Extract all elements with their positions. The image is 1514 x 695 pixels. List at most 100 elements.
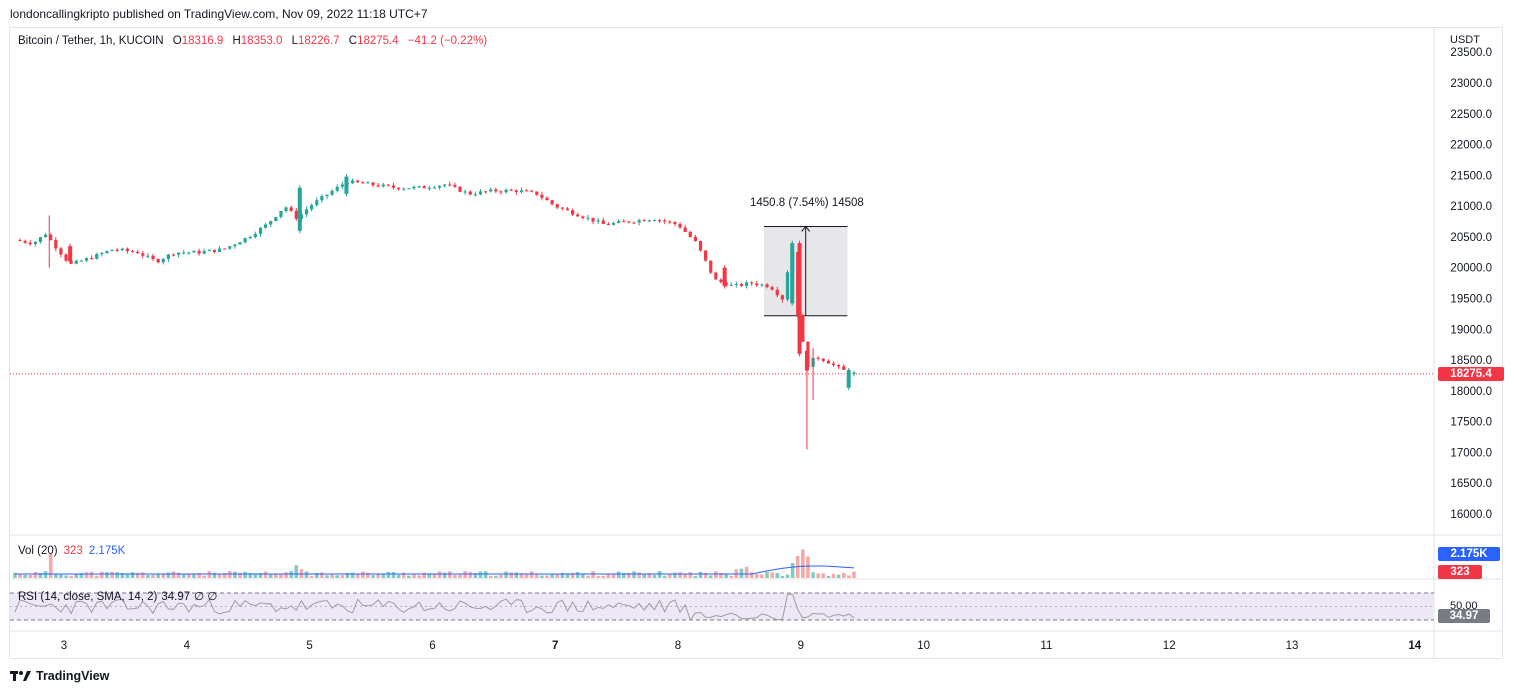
- candle-body: [565, 208, 570, 211]
- candle-body: [182, 252, 186, 254]
- candle-body: [760, 284, 764, 286]
- candle-body: [146, 255, 150, 257]
- volume-bar: [330, 574, 334, 578]
- volume-bar: [668, 574, 672, 578]
- x-tick-label: 8: [675, 640, 681, 652]
- candle-body: [223, 248, 227, 250]
- volume-ma-line: [14, 565, 855, 575]
- measure-label: 1450.8 (7.54%) 14508: [750, 197, 864, 209]
- volume-ma: 2.175K: [88, 545, 126, 557]
- volume-bar: [453, 575, 457, 578]
- rsi-label[interactable]: RSI (14, close, SMA, 14, 2): [18, 591, 158, 603]
- volume-bar: [309, 575, 314, 578]
- candle-body: [212, 249, 217, 252]
- candle-body: [484, 191, 488, 193]
- candle-body: [714, 272, 718, 280]
- volume-bar: [775, 573, 780, 578]
- volume-bar: [238, 572, 242, 578]
- candle-body: [402, 188, 406, 190]
- candle-body: [581, 216, 585, 219]
- candle-body: [514, 190, 518, 193]
- candle-body: [790, 243, 795, 304]
- candle-body: [448, 184, 452, 186]
- volume-bar: [780, 575, 785, 578]
- candle-body: [90, 258, 94, 260]
- candle-body: [371, 182, 375, 186]
- candle-body: [617, 221, 621, 223]
- tradingview-logo[interactable]: TradingView: [10, 669, 109, 683]
- candle-body: [657, 220, 662, 222]
- candle-body: [59, 248, 63, 255]
- volume-bar: [478, 571, 483, 578]
- symbol-name[interactable]: Bitcoin / Tether, 1h, KUCOIN: [18, 35, 164, 47]
- volume-label[interactable]: Vol (20): [18, 545, 58, 557]
- volume-bar: [243, 571, 247, 578]
- volume-bar: [84, 572, 89, 578]
- candle-body: [734, 283, 738, 285]
- candle-body: [340, 184, 344, 187]
- volume-bar: [130, 572, 135, 578]
- candle-body: [284, 207, 288, 211]
- volume-bar: [43, 571, 48, 578]
- candle-body: [540, 194, 544, 198]
- candle-body: [837, 364, 841, 367]
- candle-body: [361, 182, 365, 184]
- candle-body: [489, 189, 493, 192]
- volume-bar: [171, 571, 176, 578]
- candle-body: [177, 252, 181, 255]
- open-value: 18316.9: [181, 35, 224, 47]
- candle-body: [197, 250, 201, 254]
- candle-body: [325, 194, 329, 197]
- volume-bar: [534, 574, 539, 578]
- volume-bar: [407, 575, 411, 578]
- candle-body: [458, 186, 462, 192]
- volume-bar: [74, 573, 79, 578]
- volume-bar: [616, 571, 621, 578]
- y-tick-label: 18500.0: [1450, 355, 1492, 367]
- candle-body: [320, 196, 324, 201]
- volume-bar: [427, 573, 432, 578]
- volume-ma-badge: 2.175K: [1438, 547, 1500, 561]
- candle-body: [780, 295, 784, 300]
- candle-body: [269, 221, 273, 225]
- candle-body: [366, 182, 370, 184]
- brand-name: TradingView: [36, 669, 110, 683]
- candle-body: [831, 363, 836, 365]
- candle-body: [315, 200, 319, 206]
- candle-body: [801, 315, 805, 342]
- volume-bar: [100, 571, 104, 578]
- volume-bar: [422, 572, 427, 578]
- volume-bar: [749, 572, 754, 578]
- candle-body: [141, 253, 145, 256]
- volume-bar: [683, 573, 687, 578]
- rsi-legend: RSI (14, close, SMA, 14, 2) 34.97 ∅ ∅: [18, 589, 217, 603]
- x-tick-label: 4: [184, 640, 191, 652]
- volume-bar: [151, 574, 155, 578]
- volume-bar: [202, 575, 206, 578]
- candle-body: [637, 220, 641, 223]
- volume-bar: [621, 572, 626, 578]
- last-price-badge: 18275.4: [1438, 367, 1504, 381]
- volume-bar: [545, 575, 549, 578]
- volume-bar: [816, 573, 820, 578]
- publisher-line: londoncallingkripto published on Trading…: [10, 7, 428, 21]
- candle-body: [386, 184, 390, 186]
- close-label: C: [348, 35, 358, 47]
- volume-bar: [386, 571, 391, 578]
- candle-body: [591, 217, 595, 222]
- candle-body: [775, 289, 779, 296]
- candle-body: [105, 250, 109, 254]
- currency-label: USDT: [1450, 34, 1480, 46]
- volume-bar: [494, 575, 498, 578]
- candle-body: [330, 190, 334, 195]
- volume-bar: [806, 556, 810, 578]
- candle-body: [432, 187, 437, 189]
- volume-bar: [105, 572, 109, 578]
- candle-body: [698, 241, 703, 251]
- y-tick-label: 19000.0: [1450, 324, 1492, 336]
- volume-bar: [693, 575, 698, 578]
- candle-body: [217, 248, 222, 252]
- candle-body: [18, 240, 22, 242]
- rsi-value-badge: 34.97: [1438, 609, 1490, 623]
